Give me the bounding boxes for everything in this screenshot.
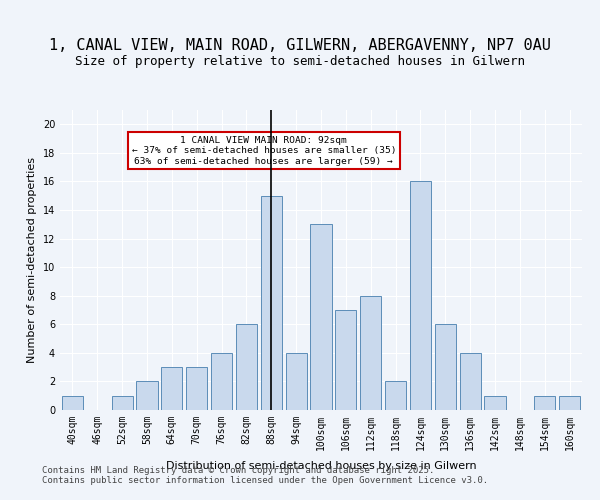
Text: Size of property relative to semi-detached houses in Gilwern: Size of property relative to semi-detach… <box>75 54 525 68</box>
Bar <box>161 367 182 410</box>
Y-axis label: Number of semi-detached properties: Number of semi-detached properties <box>27 157 37 363</box>
Text: 1, CANAL VIEW, MAIN ROAD, GILWERN, ABERGAVENNY, NP7 0AU: 1, CANAL VIEW, MAIN ROAD, GILWERN, ABERG… <box>49 38 551 52</box>
Bar <box>410 182 431 410</box>
Bar <box>534 396 555 410</box>
Bar <box>112 396 133 410</box>
Bar <box>186 367 207 410</box>
Bar <box>385 382 406 410</box>
Bar <box>136 382 158 410</box>
Bar <box>261 196 282 410</box>
Bar <box>559 396 580 410</box>
Bar <box>62 396 83 410</box>
Bar <box>236 324 257 410</box>
Bar <box>435 324 456 410</box>
Bar <box>460 353 481 410</box>
Bar <box>310 224 332 410</box>
Bar <box>211 353 232 410</box>
Text: 1 CANAL VIEW MAIN ROAD: 92sqm
← 37% of semi-detached houses are smaller (35)
63%: 1 CANAL VIEW MAIN ROAD: 92sqm ← 37% of s… <box>131 136 396 166</box>
Bar <box>335 310 356 410</box>
Text: Contains HM Land Registry data © Crown copyright and database right 2025.
Contai: Contains HM Land Registry data © Crown c… <box>42 466 488 485</box>
X-axis label: Distribution of semi-detached houses by size in Gilwern: Distribution of semi-detached houses by … <box>166 461 476 471</box>
Bar <box>286 353 307 410</box>
Bar <box>484 396 506 410</box>
Bar <box>360 296 381 410</box>
